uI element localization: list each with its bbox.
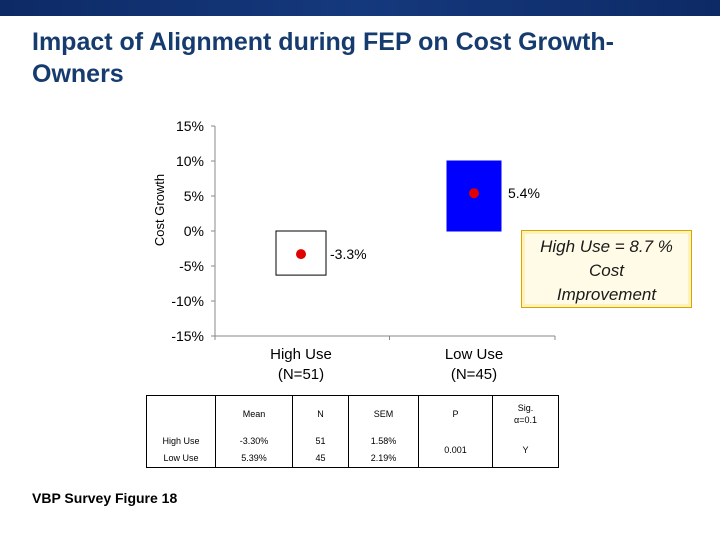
range-box — [446, 160, 502, 232]
table-header-row: Mean N SEM P Sig. α=0.1 — [146, 395, 559, 433]
slide-title: Impact of Alignment during FEP on Cost G… — [32, 28, 614, 88]
x-category-label: (N=45) — [451, 366, 497, 383]
table-header-cell: SEM — [348, 395, 419, 433]
callout-box: High Use = 8.7 % Cost Improvement — [521, 230, 692, 308]
table-cell: 1.58% — [348, 432, 419, 450]
table-header-cell: N — [292, 395, 349, 433]
table-row-label: High Use — [146, 432, 216, 450]
p-value-cell: 0.001 — [418, 432, 493, 468]
table-row-label: Low Use — [146, 449, 216, 468]
table-header-cell: P — [418, 395, 493, 433]
sig-value-cell: Y — [492, 432, 559, 468]
x-category-label: High Use — [270, 346, 332, 363]
data-point — [296, 249, 306, 260]
y-tick-label: 0% — [184, 223, 204, 239]
table-cell: 2.19% — [348, 449, 419, 468]
data-point — [469, 188, 479, 199]
table-row: High Use -3.30% 51 1.58% 0.001 Y — [146, 432, 559, 468]
table-row: Low Use 5.39% 45 2.19% — [146, 449, 559, 468]
y-tick-label: -5% — [179, 258, 204, 274]
x-category-label: Low Use — [445, 346, 503, 363]
y-tick-label: -15% — [171, 328, 204, 344]
table-cell: -3.30% — [215, 432, 293, 450]
stats-table: Mean N SEM P Sig. α=0.1 High Use -3.30% … — [146, 395, 559, 468]
table-header-cell: Sig. α=0.1 — [492, 395, 559, 433]
x-category-label: (N=51) — [278, 366, 324, 383]
y-tick-label: 10% — [176, 153, 204, 169]
table-cell: 51 — [292, 432, 349, 450]
top-banner — [0, 0, 720, 16]
figure-footer: VBP Survey Figure 18 — [32, 490, 178, 506]
table-header-cell — [146, 395, 216, 433]
data-label: -3.3% — [330, 246, 367, 262]
table-header-cell: Mean — [215, 395, 293, 433]
data-label: 5.4% — [508, 185, 540, 201]
y-axis-title: Cost Growth — [152, 174, 167, 246]
table-cell: 5.39% — [215, 449, 293, 468]
y-tick-label: 5% — [184, 188, 204, 204]
table-cell: 45 — [292, 449, 349, 468]
y-tick-label: 15% — [176, 118, 204, 134]
y-tick-label: -10% — [171, 293, 204, 309]
